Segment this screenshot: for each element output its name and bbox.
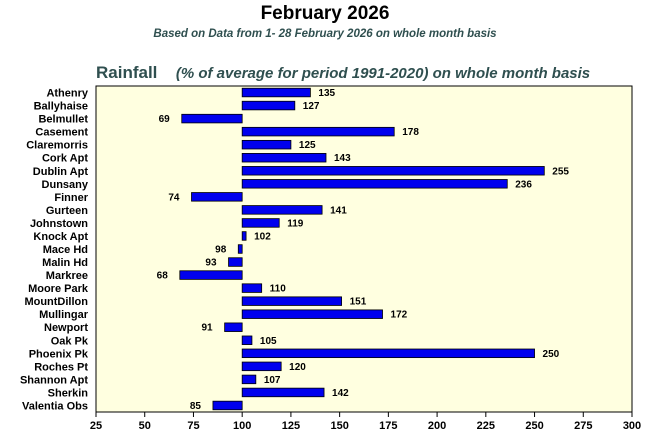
value-label: 69: [159, 114, 171, 125]
category-label: Malin Hd: [42, 257, 88, 269]
value-label: 102: [254, 231, 271, 242]
section-heading: Rainfall (% of average for period 1991-2…: [96, 63, 590, 83]
category-label: MountDillon: [24, 296, 88, 308]
value-label: 91: [202, 323, 214, 334]
bar: [212, 400, 243, 411]
value-label: 119: [287, 218, 304, 229]
bar: [241, 100, 296, 111]
bar: [241, 283, 263, 293]
value-label: 125: [299, 140, 316, 151]
bar: [241, 87, 311, 98]
x-axis: 25 50 75 100 125 150 175 200 225 250 275 300: [90, 412, 641, 432]
value-label: 85: [190, 401, 202, 412]
x-tick-label: 125: [282, 420, 300, 432]
bars-group: [179, 87, 545, 411]
category-label: Knock Apt: [33, 231, 88, 243]
category-label: Roches Pt: [34, 361, 88, 373]
category-label: Athenry: [46, 88, 88, 100]
chart-subtitle: Based on Data from 1- 28 February 2026 o…: [153, 28, 497, 40]
value-label: 127: [303, 101, 320, 112]
x-tick-label: 200: [428, 420, 446, 432]
x-tick-label: 225: [477, 420, 495, 432]
value-label: 236: [515, 179, 532, 190]
value-label: 110: [270, 284, 287, 295]
category-labels-group: AthenryBallyhaiseBelmulletCasementClarem…: [20, 88, 89, 413]
value-label: 143: [334, 153, 351, 164]
value-label: 98: [215, 245, 227, 256]
bar: [241, 335, 253, 345]
x-tick-label: 250: [525, 420, 543, 432]
x-tick-label: 25: [90, 420, 102, 432]
category-label: Dublin Apt: [33, 166, 89, 178]
section-title: Rainfall: [96, 63, 158, 82]
category-label: Valentia Obs: [22, 400, 88, 412]
category-label: Sherkin: [48, 387, 89, 399]
value-label: 250: [543, 349, 560, 360]
bar: [237, 244, 243, 254]
value-label: 120: [289, 362, 306, 373]
bar: [241, 296, 342, 306]
bar: [181, 113, 243, 124]
bar: [228, 257, 243, 267]
section-note: (% of average for period 1991-2020) on w…: [175, 65, 591, 82]
bar: [241, 231, 247, 241]
x-tick-label: 100: [233, 420, 251, 432]
x-tick-label: 175: [379, 420, 397, 432]
value-label: 172: [391, 310, 408, 321]
category-label: Markree: [46, 270, 88, 282]
value-label: 74: [168, 192, 180, 203]
x-tick-label: 75: [187, 420, 199, 432]
category-label: Oak Pk: [51, 335, 89, 347]
x-tick-label: 275: [574, 420, 592, 432]
bar: [241, 218, 280, 228]
value-label: 68: [157, 271, 169, 282]
category-label: Mace Hd: [43, 244, 88, 256]
value-label: 142: [332, 388, 349, 399]
bar: [241, 361, 282, 372]
bar: [241, 348, 535, 359]
value-label: 141: [330, 205, 347, 216]
value-label: 178: [402, 127, 419, 138]
x-tick-label: 150: [330, 420, 348, 432]
category-label: Claremorris: [26, 140, 88, 152]
bar: [224, 322, 243, 332]
bar: [191, 192, 243, 202]
bar: [241, 374, 257, 385]
category-label: Casement: [35, 127, 88, 139]
category-label: Shannon Apt: [20, 374, 88, 386]
category-label: Newport: [44, 322, 88, 334]
value-label: 135: [318, 88, 335, 99]
x-tick-label: 300: [623, 420, 641, 432]
category-label: Johnstown: [30, 218, 88, 230]
x-tick-label: 50: [139, 420, 151, 432]
value-label: 255: [552, 166, 569, 177]
value-label: 151: [350, 297, 367, 308]
category-label: Ballyhaise: [34, 101, 88, 113]
bar: [179, 270, 243, 280]
value-label: 105: [260, 336, 277, 347]
value-label: 93: [205, 258, 217, 269]
category-label: Finner: [54, 192, 88, 204]
value-labels-group: 135 127 69 178 125 143 255 236 74 141 119 102 98 93 68…: [157, 88, 570, 412]
category-label: Belmullet: [38, 114, 88, 126]
chart-title: February 2026: [260, 3, 390, 24]
bar: [241, 153, 327, 163]
bar: [241, 139, 292, 150]
value-label: 107: [264, 375, 281, 386]
bar: [241, 205, 323, 215]
category-label: Gurteen: [46, 205, 88, 217]
bar: [241, 126, 395, 137]
category-label: Mullingar: [39, 309, 89, 321]
bar: [241, 166, 545, 176]
category-label: Moore Park: [28, 283, 89, 295]
bar: [241, 179, 508, 189]
category-label: Phoenix Pk: [29, 348, 89, 360]
category-label: Dunsany: [42, 179, 89, 191]
category-label: Cork Apt: [42, 153, 88, 165]
bar: [241, 309, 383, 319]
bar: [241, 387, 325, 398]
